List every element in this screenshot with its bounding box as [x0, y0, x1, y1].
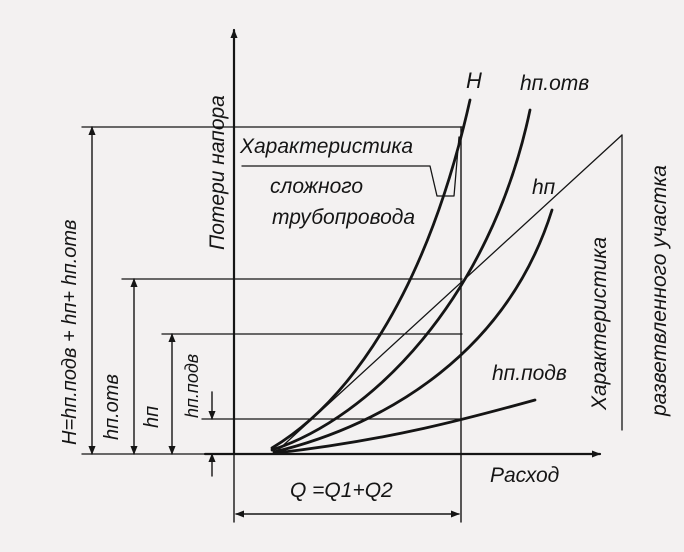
dim-label-h-p: hп	[141, 406, 163, 428]
complex-char-line2: сложного	[270, 175, 363, 198]
dim-label-h-otv: hп.отв	[101, 374, 123, 440]
branched-characteristic-line	[275, 134, 623, 453]
complex-char-leader	[241, 136, 460, 197]
branched-char-line2: разветвленного участка	[648, 165, 671, 417]
curve-label-h-p: hп	[532, 176, 556, 199]
x-axis-label: Расход	[490, 464, 559, 487]
complex-char-line1: Характеристика	[239, 135, 413, 158]
dim-label-h-podv: hп.подв	[182, 354, 202, 418]
dim-label-Q: Q =Q1+Q2	[290, 479, 393, 502]
curve-H	[270, 98, 472, 450]
curve-h-otv	[270, 108, 532, 452]
curve-label-H: H	[466, 68, 482, 93]
dim-label-H: H=hп.подв + hп+ hп.отв	[59, 220, 81, 446]
branched-char-line1: Характеристика	[588, 237, 611, 411]
complex-char-line3: трубопровода	[272, 206, 415, 229]
curve-label-h-podv: hп.подв	[492, 362, 567, 385]
curve-h-podv	[274, 398, 537, 455]
y-axis-label: Потери напора	[206, 95, 229, 250]
curve-label-h-otv: hп.отв	[520, 72, 589, 95]
curve-h-p	[272, 208, 554, 454]
